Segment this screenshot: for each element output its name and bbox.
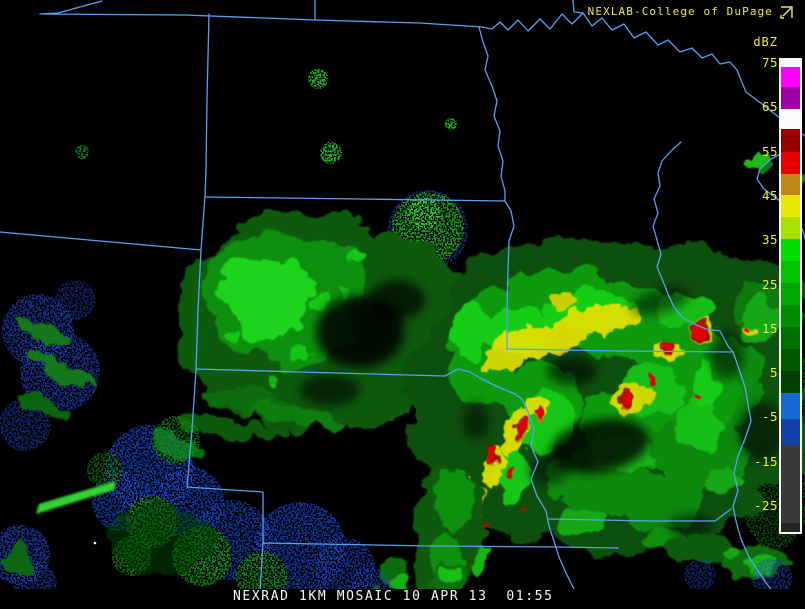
border-red-river-mn xyxy=(478,26,515,350)
dbz-scale-title: dBZ xyxy=(753,35,778,49)
dbz-scale-bar xyxy=(779,58,802,534)
river-mississippi-mn xyxy=(652,141,721,332)
scale-segment xyxy=(781,109,800,129)
border-mississippi-ia xyxy=(719,330,788,609)
site-credit: NEXLAB-College of DuPage xyxy=(588,5,793,19)
scale-segment xyxy=(781,371,800,393)
border-mn-ia xyxy=(506,348,734,353)
scale-segment xyxy=(781,305,800,327)
echo-se-corner-blue xyxy=(684,558,792,598)
border-ia-mo xyxy=(548,508,732,522)
echo-west-blob-holes xyxy=(300,280,425,406)
scale-segment xyxy=(781,67,800,87)
footer-caption: NEXRAD 1KM MOSAIC 10 APR 13 01:55 xyxy=(233,589,554,604)
scale-segment xyxy=(781,349,800,371)
scale-segment xyxy=(781,523,800,532)
echo-speckle-light xyxy=(14,25,771,226)
scale-segment xyxy=(781,393,800,419)
border-colorado-corner xyxy=(186,486,619,609)
echo-field xyxy=(0,25,805,609)
border-nw-angle xyxy=(572,0,584,14)
border-canada xyxy=(39,0,805,137)
site-credit-label: NEXLAB-College of DuPage xyxy=(587,5,773,18)
scale-segment xyxy=(781,445,800,523)
echo-white-dot xyxy=(93,541,97,545)
scale-segment xyxy=(781,217,800,239)
scale-segment xyxy=(781,261,800,283)
scale-segment xyxy=(781,327,800,349)
nexlab-logo-icon xyxy=(780,5,793,19)
scale-segment xyxy=(781,60,800,67)
echo-sw-nebraska-dark xyxy=(105,505,215,575)
scale-segment xyxy=(781,152,800,174)
border-nd-sd xyxy=(204,196,506,202)
caption-band xyxy=(0,589,805,609)
scale-segment xyxy=(781,283,800,305)
echo-spike-artifact xyxy=(36,481,116,514)
scale-segment xyxy=(781,87,800,109)
scale-segment xyxy=(781,419,800,445)
echo-wyoming-green xyxy=(6,318,94,580)
border-sd-ne xyxy=(195,368,523,400)
echo-speckle-green-dots xyxy=(75,69,457,164)
scale-segment xyxy=(781,129,800,152)
border-missouri-river-ia xyxy=(521,398,587,609)
border-mt-wy xyxy=(0,231,202,251)
scale-segment xyxy=(781,239,800,261)
scale-segment xyxy=(781,195,800,217)
scale-segment xyxy=(781,174,800,195)
